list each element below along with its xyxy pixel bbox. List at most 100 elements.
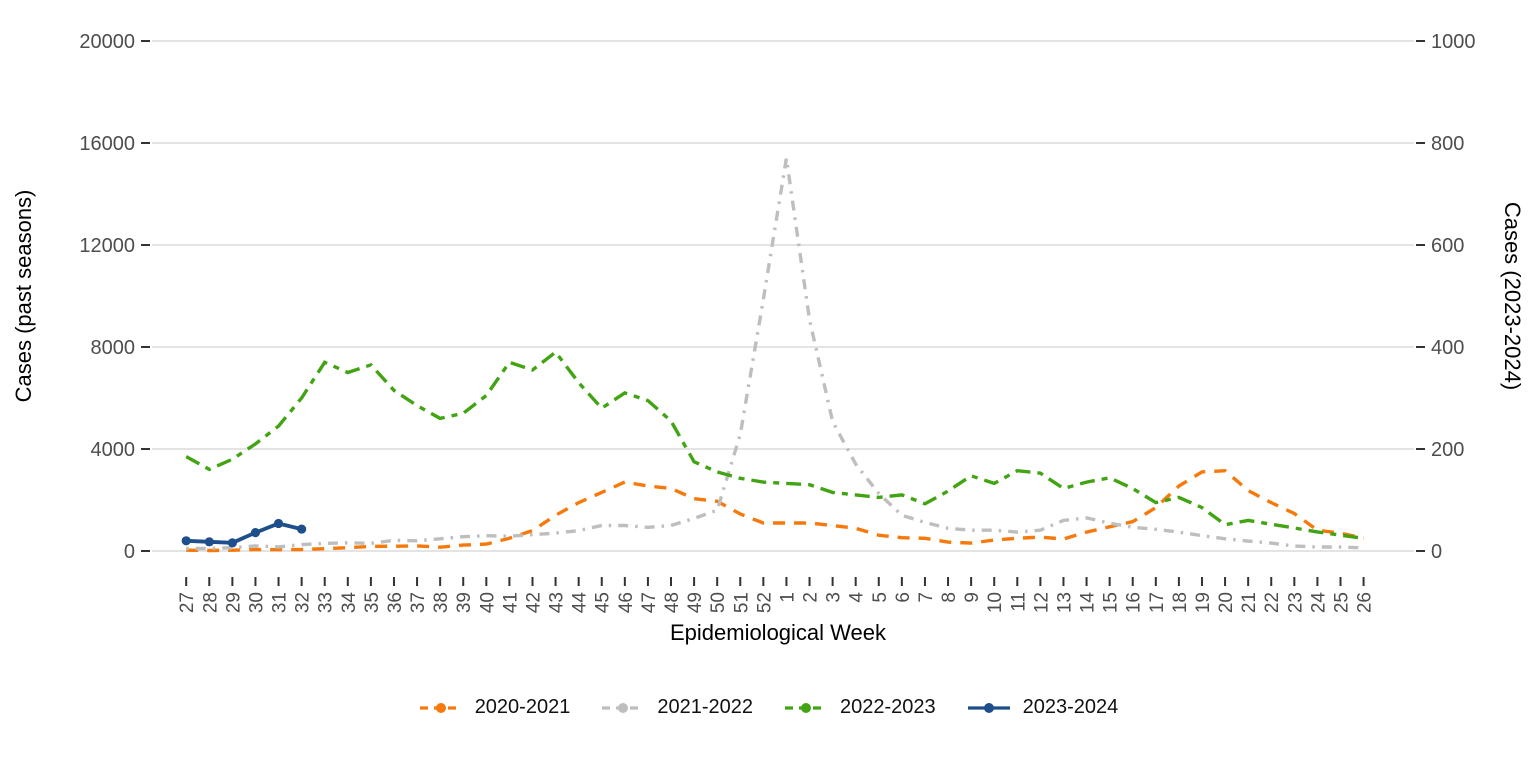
x-axis-tick-label: 44: [570, 592, 591, 614]
left-axis-tick-label: 0: [124, 541, 135, 563]
series-point-2023-2024: [250, 528, 261, 538]
series-point-2023-2024: [273, 518, 284, 529]
legend-key-point: [983, 702, 994, 713]
series-line-2023-2024: [186, 521, 303, 545]
x-axis-tick-label: 45: [593, 592, 614, 613]
legend-item-2021-2022: 2021-2022: [600, 696, 753, 719]
left-axis-tick-label: 4000: [91, 439, 136, 461]
legend-label: 2021-2022: [657, 696, 753, 718]
legend-key-2023-2024: [967, 702, 1010, 713]
x-axis-tick-label: 2: [801, 592, 822, 603]
gridlines: [152, 40, 1414, 552]
left-axis-tick-label: 8000: [91, 337, 136, 359]
left-axis-tick-label: 20000: [79, 31, 135, 53]
right-axis-tick-label: 200: [1431, 439, 1464, 461]
chart-canvas: 0 0 4000 200 8000 400 12000 600 16000 800 20000 100…: [11, 31, 1525, 645]
x-axis-tick-label: 46: [616, 592, 637, 613]
x-axis-tick-label: 8: [939, 592, 960, 603]
x-axis-tick-label: 26: [1355, 592, 1376, 613]
series-point-2023-2024: [227, 538, 237, 548]
x-axis-tick-label: 4: [847, 592, 868, 603]
x-axis-tick-label: 31: [270, 592, 291, 613]
x-axis-tick-label: 35: [362, 592, 383, 613]
right-axis-tick-label: 600: [1431, 235, 1464, 257]
x-axis-tick-label: 20: [1216, 592, 1237, 613]
x-axis-tick-label: 12: [1031, 592, 1052, 613]
x-axis-tick-label: 22: [1262, 592, 1283, 613]
x-axis-tick-label: 38: [431, 592, 452, 613]
legend-key-point: [435, 702, 446, 713]
x-axis-tick-label: 7: [916, 592, 937, 603]
right-axis-tick-label: 400: [1431, 337, 1464, 359]
legend-key-point: [618, 702, 629, 713]
x-axis-title: Epidemiological Week: [670, 620, 887, 645]
series-lines: [181, 158, 1364, 553]
x-axis-tick-label: 25: [1332, 592, 1353, 613]
series-line-2021-2022: [186, 158, 1364, 551]
series-point-2023-2024: [181, 536, 191, 546]
x-axis-tick-label: 5: [870, 592, 891, 603]
legend-key-2020-2021: [419, 702, 462, 713]
legend-item-2020-2021: 2020-2021: [418, 696, 571, 719]
x-axis-tick-label: 32: [293, 592, 314, 613]
x-axis-tick-label: 23: [1285, 592, 1306, 613]
x-axis-tick-label: 16: [1124, 592, 1145, 613]
series-line-2022-2023: [185, 349, 1364, 540]
left-axis-tick-label: 12000: [79, 235, 135, 257]
legend-item-2022-2023: 2022-2023: [783, 696, 936, 719]
x-axis-tick-label: 21: [1239, 592, 1260, 613]
x-axis-tick-label: 48: [662, 592, 683, 613]
x-axis-tick-label: 52: [754, 592, 775, 613]
x-axis-tick-label: 10: [985, 592, 1006, 613]
axis-tick-labels: 0 0 4000 200 8000 400 12000 600 16000 800 20000 100…: [79, 31, 1475, 613]
chart-legend: 2020-2021 2021-2022 2022-2023 2023-2024: [0, 696, 1536, 719]
legend-key-2021-2022: [602, 702, 645, 713]
x-axis-tick-label: 3: [824, 592, 845, 603]
legend-label: 2022-2023: [840, 696, 936, 718]
x-axis-tick-label: 40: [477, 592, 498, 613]
x-axis-tick-label: 30: [246, 592, 267, 613]
x-axis-tick-label: 19: [1193, 592, 1214, 613]
x-axis-tick-label: 9: [962, 592, 983, 603]
left-axis-tick-label: 16000: [79, 133, 135, 155]
x-axis-tick-label: 50: [708, 592, 729, 613]
x-axis-tick-label: 47: [639, 592, 660, 613]
x-axis-tick-label: 15: [1101, 592, 1122, 613]
legend-label: 2023-2024: [1022, 696, 1119, 718]
y-axis-title-left: Cases (past seasons): [11, 190, 36, 403]
x-axis-tick-label: 34: [339, 592, 360, 614]
series-point-2023-2024: [204, 537, 214, 547]
x-axis-tick-label: 17: [1147, 592, 1168, 613]
x-axis-tick-label: 24: [1308, 592, 1329, 614]
x-axis-tick-label: 33: [316, 592, 337, 613]
x-axis-tick-label: 37: [408, 592, 429, 613]
x-axis-tick-label: 28: [200, 592, 221, 613]
x-axis-tick-label: 6: [893, 592, 914, 603]
x-axis-tick-label: 14: [1078, 592, 1099, 614]
series-line-2020-2021: [186, 468, 1364, 553]
x-axis-tick-label: 39: [454, 592, 475, 613]
right-axis-tick-label: 1000: [1431, 31, 1476, 53]
y-axis-title-right: Cases (2023-2024): [1500, 202, 1525, 390]
x-axis-tick-label: 13: [1054, 592, 1075, 613]
x-axis-tick-label: 1: [777, 592, 798, 603]
x-axis-tick-label: 18: [1170, 592, 1191, 613]
legend-item-2023-2024: 2023-2024: [966, 696, 1119, 719]
x-axis-tick-label: 11: [1008, 592, 1029, 612]
right-axis-tick-label: 0: [1431, 541, 1442, 563]
x-axis-tick-label: 36: [385, 592, 406, 613]
legend-label: 2020-2021: [474, 696, 571, 718]
x-axis-tick-label: 43: [547, 592, 568, 613]
x-axis-tick-label: 51: [731, 592, 752, 613]
x-axis-tick-label: 29: [223, 592, 244, 613]
x-axis-tick-label: 42: [523, 592, 544, 613]
axis-ticks: [141, 40, 1425, 586]
x-axis-tick-label: 49: [685, 592, 706, 613]
x-axis-tick-label: 41: [500, 592, 521, 613]
legend-key-2022-2023: [785, 702, 827, 713]
right-axis-tick-label: 800: [1431, 133, 1464, 155]
series-point-2023-2024: [297, 524, 307, 534]
legend-key-point: [801, 702, 811, 713]
x-axis-tick-label: 27: [177, 592, 198, 613]
